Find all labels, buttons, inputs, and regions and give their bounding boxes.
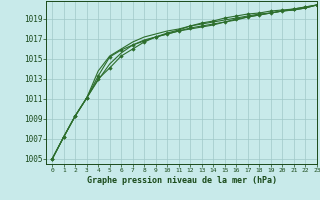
X-axis label: Graphe pression niveau de la mer (hPa): Graphe pression niveau de la mer (hPa) — [87, 176, 276, 185]
